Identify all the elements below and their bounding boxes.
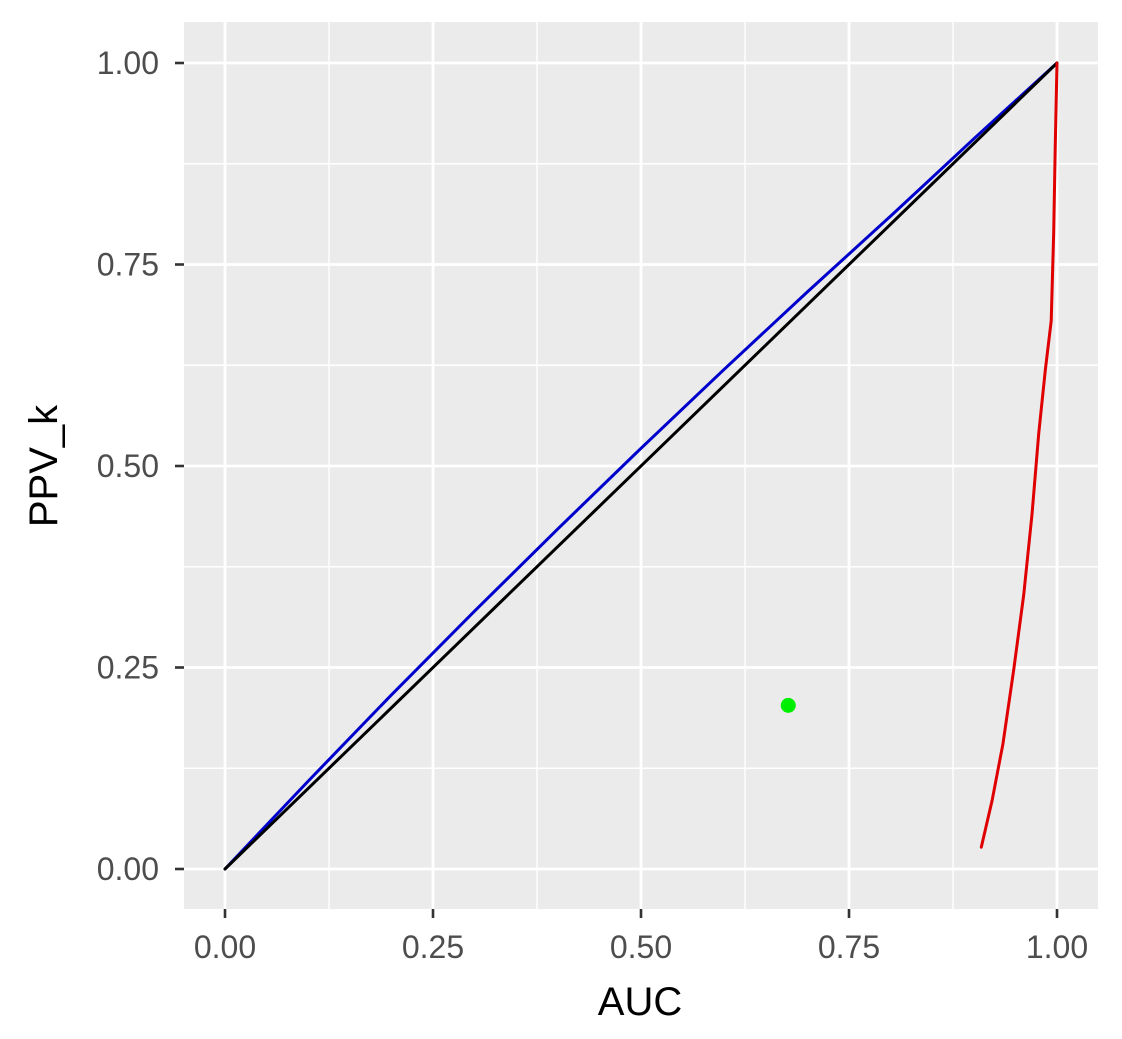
y-tick-label: 1.00: [97, 45, 159, 81]
x-tick-label: 0.25: [402, 929, 464, 965]
y-tick-label: 0.25: [97, 650, 159, 686]
y-tick-label: 0.50: [97, 448, 159, 484]
x-tick-label: 0.50: [610, 929, 672, 965]
series-line-1: [223, 61, 1059, 871]
x-axis-title: AUC: [598, 980, 682, 1024]
series-line-2: [979, 61, 1059, 849]
x-tick-label: 0.75: [818, 929, 880, 965]
y-tick-label: 0.00: [97, 851, 159, 887]
x-tick-label: 0.00: [194, 929, 256, 965]
x-tick-label: 1.00: [1026, 929, 1088, 965]
axes: 0.00 0.25 0.50 0.75 1.00 0.00 0.25 0.50 0.75 1.00: [97, 45, 1088, 965]
data-point: [780, 697, 796, 713]
series-line-0: [223, 61, 1059, 871]
y-tick-label: 0.75: [97, 247, 159, 283]
data-series: [223, 61, 1059, 871]
y-axis-title: PPV_k: [22, 404, 66, 527]
